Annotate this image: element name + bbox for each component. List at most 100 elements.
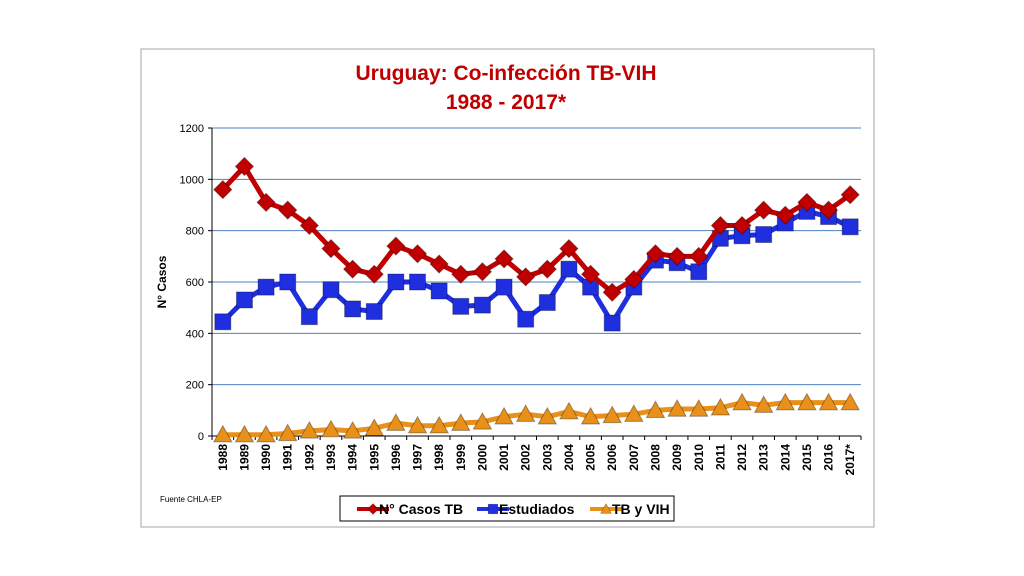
legend-item: TB y VIH <box>590 501 670 517</box>
data-point <box>451 264 471 285</box>
data-point <box>775 392 796 411</box>
legend: N° Casos TB Estudiados TB y VIH <box>339 495 675 522</box>
data-point <box>364 264 384 285</box>
series-2 <box>212 392 861 443</box>
data-point <box>365 303 383 321</box>
y-tick-label: 1000 <box>180 174 204 186</box>
x-tick-label: 2007 <box>627 444 641 471</box>
data-point <box>559 401 579 420</box>
x-tick-label: 1997 <box>411 444 425 471</box>
x-tick-label: 2011 <box>713 444 727 470</box>
x-tick-label: 2003 <box>540 444 554 471</box>
chart-title-line1: Uruguay: Co-infección TB-VIH <box>355 62 656 85</box>
data-point <box>559 238 579 259</box>
data-point <box>299 215 320 236</box>
data-point <box>409 273 427 291</box>
data-point <box>602 282 622 302</box>
x-tick-label: 1993 <box>324 444 338 471</box>
legend-label: Estudiados <box>499 501 575 517</box>
x-tick-label: 1989 <box>237 444 251 471</box>
data-point <box>517 310 535 328</box>
data-point <box>256 424 276 443</box>
data-point <box>797 192 817 213</box>
data-point <box>234 424 255 443</box>
x-tick-label: 2013 <box>757 444 771 471</box>
legend-item: N° Casos TB <box>357 501 463 517</box>
data-point <box>430 282 448 300</box>
data-point <box>689 246 709 267</box>
data-point <box>387 273 405 291</box>
data-point <box>840 392 861 411</box>
data-point <box>257 278 275 296</box>
data-point <box>321 419 341 438</box>
data-point <box>690 263 708 281</box>
data-point <box>840 185 860 205</box>
x-tick-label: 2016 <box>822 444 836 471</box>
data-point <box>256 192 276 213</box>
data-point <box>407 244 428 264</box>
data-point <box>300 308 318 326</box>
legend-label: TB y VIH <box>612 501 670 517</box>
data-point <box>235 291 253 309</box>
data-point <box>818 200 839 220</box>
y-tick-labels: 0 200 400 600 800 1000 1200 <box>180 123 204 443</box>
x-tick-label: 1988 <box>216 444 230 471</box>
data-point <box>386 236 406 256</box>
data-point <box>797 392 817 411</box>
data-point <box>321 238 341 259</box>
axes <box>211 128 862 440</box>
data-point <box>386 413 406 431</box>
y-axis-label: N° Casos <box>155 255 169 308</box>
x-tick-label: 2000 <box>475 444 489 471</box>
x-tick-label: 1991 <box>281 444 295 471</box>
x-tick-label: 2004 <box>562 444 576 471</box>
legend-item: Estudiados <box>477 501 575 517</box>
data-point <box>494 406 514 425</box>
x-tick-label: 1998 <box>432 444 446 471</box>
data-point <box>279 273 297 291</box>
y-tick-label: 200 <box>186 380 204 392</box>
data-point <box>537 259 558 279</box>
x-tick-label: 2008 <box>648 444 662 471</box>
data-point <box>645 244 666 264</box>
data-point <box>667 399 687 417</box>
data-point <box>472 262 493 282</box>
data-point <box>452 297 470 315</box>
data-point <box>214 313 232 331</box>
x-tick-label: 2014 <box>778 444 792 471</box>
x-tick-label: 2006 <box>605 444 619 471</box>
y-tick-label: 800 <box>186 226 204 238</box>
data-point <box>515 404 536 422</box>
data-point <box>495 278 513 296</box>
data-point <box>688 399 709 417</box>
x-tick-label: 2017* <box>843 444 857 476</box>
data-point <box>342 420 363 439</box>
x-tick-label: 2015 <box>800 444 814 471</box>
data-point <box>667 246 687 267</box>
data-point <box>775 205 795 225</box>
y-tick-label: 0 <box>198 431 204 443</box>
x-tick-label: 1995 <box>367 444 381 471</box>
grid-lines <box>208 127 861 437</box>
data-point <box>212 424 233 443</box>
data-point <box>602 405 623 424</box>
y-tick-label: 400 <box>186 328 204 340</box>
data-point <box>732 392 752 411</box>
data-point <box>537 406 558 425</box>
x-tick-label: 2002 <box>519 444 533 471</box>
data-point <box>322 281 340 299</box>
y-tick-label: 600 <box>186 277 204 289</box>
data-point <box>580 406 601 425</box>
data-point <box>753 200 774 220</box>
data-point <box>234 156 255 177</box>
data-point <box>277 423 298 442</box>
data-point <box>753 395 774 413</box>
data-point <box>624 269 644 290</box>
data-point <box>710 215 731 236</box>
x-tick-labels: 1988 1989 1990 1991 1992 1993 1994 1995 1996 1997… <box>216 444 857 476</box>
data-point <box>278 200 298 220</box>
x-tick-label: 2005 <box>584 444 598 471</box>
data-point <box>473 296 491 314</box>
data-point <box>841 218 859 236</box>
